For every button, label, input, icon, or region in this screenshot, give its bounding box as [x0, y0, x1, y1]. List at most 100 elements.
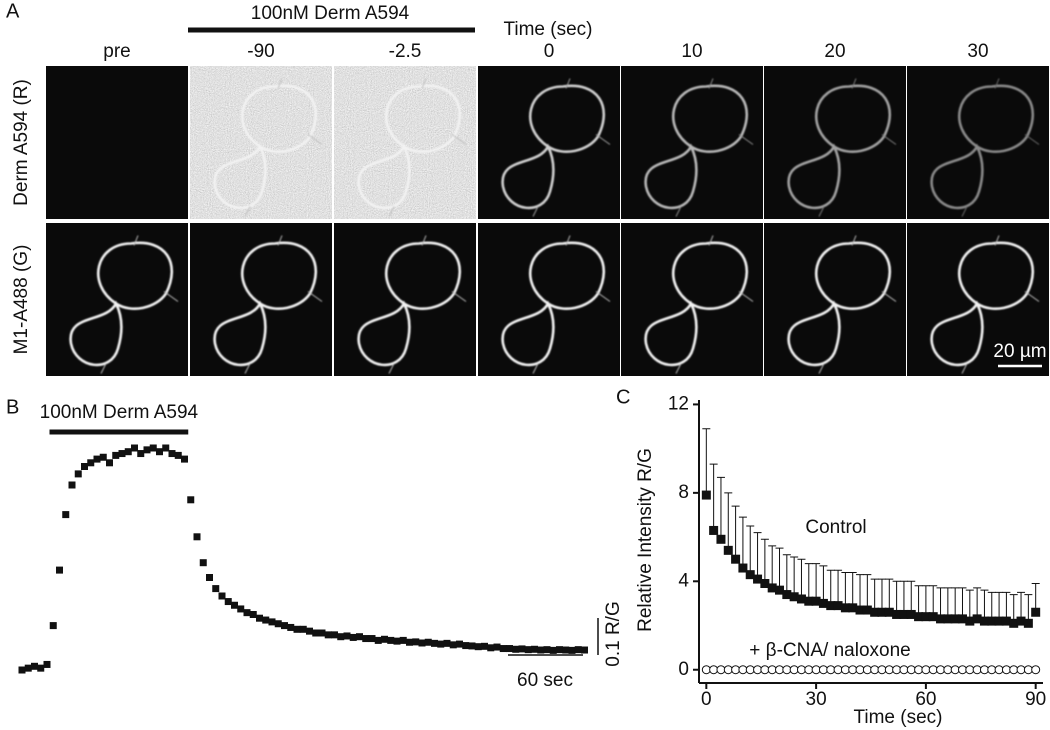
error-bar — [980, 589, 989, 622]
data-point — [796, 665, 806, 675]
data-point — [443, 639, 451, 647]
data-point — [1001, 616, 1011, 626]
data-point — [811, 596, 821, 606]
data-point — [906, 665, 916, 675]
data-point — [1031, 665, 1041, 675]
data-point — [1016, 616, 1026, 626]
error-bar — [804, 563, 813, 602]
error-bar — [987, 591, 996, 622]
treatment-label: 100nM Derm A594 — [251, 3, 410, 24]
data-point — [965, 665, 975, 675]
data-point — [143, 446, 151, 454]
data-point — [549, 646, 557, 654]
data-point — [481, 642, 488, 650]
data-point — [168, 450, 176, 458]
data-point — [760, 579, 770, 589]
error-bar — [951, 587, 960, 619]
x-tick-label: 0 — [701, 689, 712, 710]
data-point — [231, 601, 238, 609]
data-point — [877, 607, 887, 617]
data-point — [237, 605, 245, 613]
data-point — [899, 609, 909, 619]
data-point — [804, 596, 814, 606]
data-point — [487, 644, 495, 652]
error-bar — [768, 545, 777, 588]
data-point — [943, 665, 953, 675]
data-point — [848, 603, 858, 613]
data-point — [206, 574, 213, 581]
error-bar — [936, 587, 945, 619]
data-point — [343, 632, 351, 640]
data-point — [418, 639, 426, 647]
data-point — [274, 620, 282, 628]
error-bar — [760, 538, 769, 584]
row-label: M1-A488 (G) — [11, 245, 32, 355]
scale-bar-y-label: 0.1 R/G — [603, 601, 624, 666]
time-label: Time (sec) — [503, 19, 592, 40]
data-point — [312, 629, 320, 637]
data-point — [399, 636, 407, 644]
data-point — [193, 533, 201, 541]
data-point — [818, 665, 828, 675]
data-point — [936, 614, 946, 624]
data-point — [775, 665, 785, 675]
data-point — [1031, 607, 1041, 617]
y-tick-label: 8 — [678, 482, 689, 503]
error-bar — [965, 589, 974, 622]
data-point — [833, 665, 843, 675]
data-point — [965, 616, 975, 626]
error-bar — [914, 585, 923, 617]
data-point — [870, 665, 880, 675]
data-point — [524, 646, 532, 654]
data-point — [738, 563, 748, 573]
data-point — [199, 559, 207, 567]
data-point — [928, 665, 938, 675]
data-point — [62, 511, 70, 519]
data-point — [950, 665, 960, 675]
data-point — [745, 570, 755, 580]
error-bar — [841, 571, 850, 608]
data-point — [855, 665, 865, 675]
error-bar — [958, 587, 967, 619]
error-bar — [907, 580, 916, 615]
data-point — [512, 645, 520, 653]
data-point — [381, 635, 388, 643]
data-point — [456, 640, 463, 648]
data-point — [870, 607, 880, 617]
data-point — [499, 645, 507, 653]
data-point — [892, 609, 902, 619]
error-bar — [731, 505, 740, 560]
data-point — [804, 665, 814, 675]
error-bar — [870, 578, 879, 613]
data-point — [162, 444, 170, 452]
data-point — [753, 574, 763, 584]
data-point — [187, 496, 195, 504]
data-point — [331, 631, 338, 639]
data-point — [324, 631, 332, 639]
data-point — [979, 616, 989, 626]
data-point — [782, 665, 792, 675]
data-point — [531, 645, 538, 653]
data-point — [318, 629, 326, 637]
error-bar — [1009, 594, 1018, 624]
data-point — [723, 665, 733, 675]
data-point — [862, 665, 872, 675]
data-point — [212, 585, 220, 593]
data-point — [1001, 665, 1011, 675]
treatment-label: 100nM Derm A594 — [40, 402, 199, 423]
data-point — [987, 665, 997, 675]
data-point — [921, 665, 931, 675]
data-point — [745, 665, 755, 675]
data-point — [287, 623, 295, 631]
data-point — [789, 665, 799, 675]
data-point — [818, 598, 828, 608]
data-point — [1009, 618, 1019, 628]
data-point — [49, 622, 57, 630]
data-point — [24, 664, 32, 672]
data-point — [709, 665, 719, 675]
x-tick-label: 60 — [915, 689, 936, 710]
error-bar — [885, 578, 894, 613]
y-axis-label: Relative Intensity R/G — [635, 448, 656, 632]
error-bar — [724, 492, 733, 551]
